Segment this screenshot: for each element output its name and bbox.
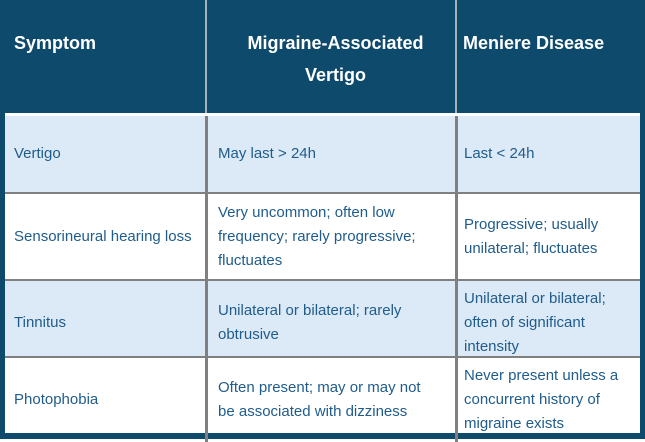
meniere-disease-cell: Never present unless a concurrent histor… [455, 358, 640, 442]
meniere-disease-cell: Progressive; usually unilateral; fluctua… [455, 194, 640, 279]
symptom-cell: Sensorineural hearing loss [14, 227, 192, 245]
table-row-vertigo: Vertigo May last > 24h Last < 24h [5, 116, 640, 194]
symptom-cell: Tinnitus [14, 314, 66, 331]
symptom-cell: Photophobia [14, 391, 99, 408]
column-header-symptom: Symptom [14, 33, 97, 53]
migraine-associated-vertigo-cell: Very uncommon; often low frequency; rare… [205, 194, 455, 279]
table-row-tinnitus: Tinnitus Unilateral or bilateral; rarely… [5, 281, 640, 365]
meniere-disease-cell: Last < 24h [455, 116, 640, 192]
migraine-associated-vertigo-cell: Often present; may or may not be associa… [205, 358, 455, 442]
column-header-meniere-disease: Meniere Disease [455, 0, 640, 113]
table-row-photophobia: Photophobia Often present; may or may no… [5, 358, 640, 442]
column-header-migraine-associated-vertigo: Migraine-Associated Vertigo [205, 0, 455, 113]
migraine-associated-vertigo-cell: May last > 24h [205, 116, 455, 192]
meniere-disease-cell: Unilateral or bilateral; often of signif… [455, 281, 640, 365]
migraine-associated-vertigo-cell: Unilateral or bilateral; rarely obtrusiv… [205, 281, 455, 365]
symptom-cell: Vertigo [14, 145, 61, 162]
table-header-row: Symptom Migraine-Associated Vertigo Meni… [5, 0, 640, 116]
table-row-sensorineural-hearing-loss: Sensorineural hearing loss Very uncommon… [5, 194, 640, 281]
